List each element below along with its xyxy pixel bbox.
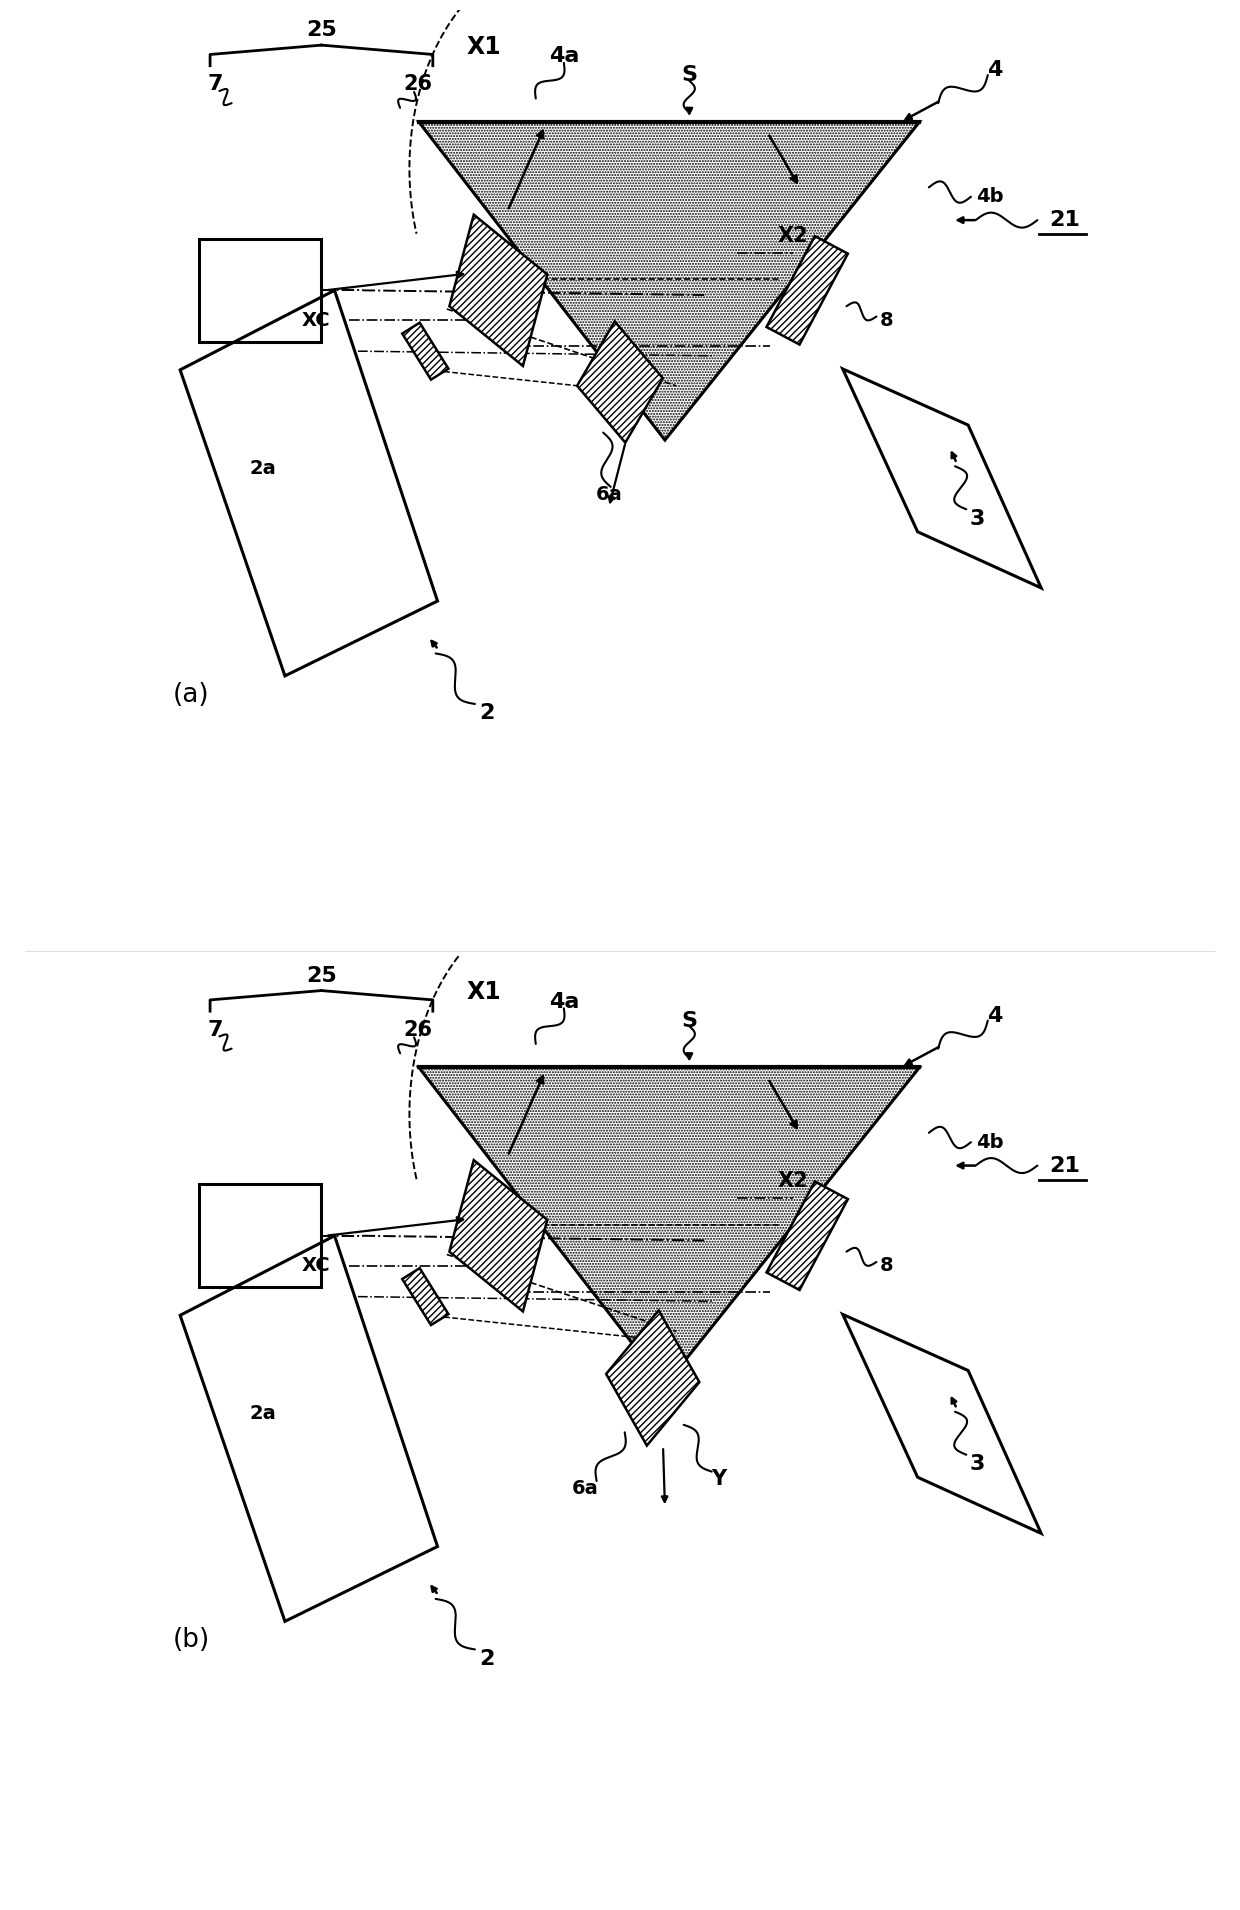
Text: 2a: 2a [249,458,275,478]
Text: Y: Y [712,1469,727,1490]
Text: (a): (a) [172,682,210,707]
Text: (b): (b) [172,1627,210,1652]
Text: 26: 26 [403,74,433,94]
Text: X1: X1 [467,980,502,1005]
Text: X2: X2 [777,225,808,246]
Text: XC: XC [301,311,330,330]
Text: 4: 4 [987,61,1002,80]
Polygon shape [766,1182,848,1289]
Polygon shape [577,321,663,443]
Text: 8: 8 [880,1257,894,1276]
Polygon shape [419,122,920,439]
Text: 4b: 4b [976,187,1003,206]
Polygon shape [402,1268,449,1326]
Text: 3: 3 [970,1454,986,1475]
Polygon shape [449,1159,547,1312]
Text: 21: 21 [1049,210,1080,229]
Bar [198,1184,320,1287]
Polygon shape [843,369,1042,588]
Text: 25: 25 [306,966,337,986]
Text: 25: 25 [306,21,337,40]
Polygon shape [843,1314,1042,1534]
Text: S: S [681,1010,697,1031]
Text: 2: 2 [480,703,495,724]
Text: 8: 8 [880,311,894,330]
Text: 4b: 4b [976,1133,1003,1152]
Text: 2a: 2a [249,1404,275,1423]
Text: 7: 7 [208,74,223,94]
Polygon shape [606,1310,699,1446]
Text: 4: 4 [987,1007,1002,1026]
Polygon shape [766,237,848,344]
Text: X1: X1 [467,34,502,59]
Text: 21: 21 [1049,1156,1080,1175]
Text: 6a: 6a [595,485,622,504]
Polygon shape [180,290,438,676]
Text: X2: X2 [777,1171,808,1192]
Polygon shape [402,323,449,380]
Text: XC: XC [301,1257,330,1276]
Polygon shape [449,214,547,367]
Text: 3: 3 [970,508,986,529]
Polygon shape [419,1068,920,1385]
Text: 7: 7 [208,1020,223,1039]
Text: 6a: 6a [572,1478,599,1497]
Polygon shape [180,1236,438,1622]
Text: 4a: 4a [548,46,579,67]
Text: S: S [681,65,697,86]
Bar [198,239,320,342]
Text: 2: 2 [480,1648,495,1669]
Text: 26: 26 [403,1020,433,1039]
Text: 4a: 4a [548,991,579,1012]
